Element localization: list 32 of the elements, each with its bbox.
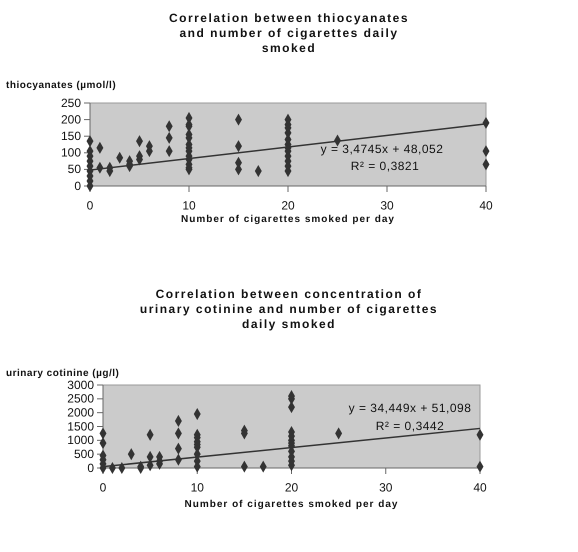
y-tick-label: 2000 [67, 406, 94, 420]
y-tick-label: 500 [74, 447, 94, 462]
y-tick-label: 0 [74, 178, 82, 193]
y-tick-label: 100 [60, 146, 82, 160]
x-tick-label: 10 [190, 480, 204, 494]
y-tick-label: 150 [60, 129, 82, 144]
y-tick-label: 1000 [67, 433, 94, 448]
x-tick-label: 20 [281, 198, 295, 212]
x-tick-label: 20 [284, 480, 298, 494]
x-tick-label: 30 [379, 480, 393, 494]
annotation: R² = 0,3821 [350, 159, 420, 173]
y-tick-label: 2500 [67, 392, 94, 406]
x-tick-label: 30 [380, 198, 394, 212]
chart-title: Correlation between concentration of urinary cotinine and number of cigarettes daily smoked [140, 287, 438, 331]
annotation: y = 3,4745x + 48,052 [320, 142, 444, 156]
y-tick-label: 0 [87, 460, 94, 475]
x-axis-title: Number of cigarettes smoked per day [181, 214, 395, 225]
y-axis-title: thiocyanates (µmol/l) [6, 80, 116, 91]
y-tick-label: 3000 [67, 378, 94, 392]
y-tick-label: 1500 [67, 419, 94, 434]
annotation: R² = 0,3442 [376, 419, 444, 433]
x-axis-title: Number of cigarettes smoked per day [184, 499, 398, 510]
annotation: y = 34,449x + 51,098 [348, 401, 472, 415]
x-tick-label: 10 [182, 198, 196, 212]
y-tick-label: 250 [60, 96, 82, 110]
y-tick-label: 200 [60, 112, 82, 126]
y-axis-title: urinary cotinine (µg/l) [6, 368, 120, 379]
x-tick-label: 40 [473, 480, 487, 494]
y-tick-label: 50 [68, 162, 82, 176]
x-tick-label: 40 [479, 198, 493, 212]
x-tick-label: 0 [100, 480, 107, 494]
chart-title: Correlation between thiocyanates and number of cigarettes daily smoked [168, 11, 410, 55]
